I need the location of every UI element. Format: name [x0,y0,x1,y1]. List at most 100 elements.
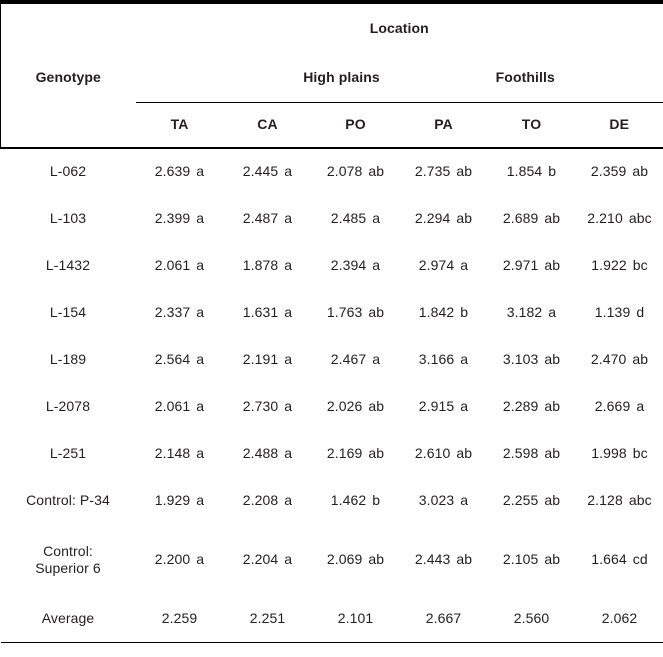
cell-value: 2.598 ab [502,444,561,461]
cell-value: 2.069 ab [326,551,385,568]
cell-value: 2.639 a [154,163,205,180]
cell-value: 2.689 ab [502,209,561,226]
cell-value: 2.251 [223,596,312,643]
genotype-location-table: Location Genotype High plains Foothills … [0,0,663,643]
genotype-header: Genotype [0,54,136,102]
row-label: L-154 [49,303,87,320]
table-row: L-103 2.399 a 2.487 a 2.485 a 2.294 ab 2… [1,195,663,242]
cell-value: 2.204 a [242,551,293,568]
header-row-groups: Genotype High plains Foothills [0,54,663,103]
row-label: L-062 [49,163,87,180]
cell-value: 2.669 a [594,397,645,414]
cell-value: 2.191 a [242,350,293,367]
col-header-pa: PA [399,102,488,149]
cell-value: 2.730 a [242,397,293,414]
cell-value: 2.399 a [154,209,205,226]
cell-value: 1.922 bc [591,256,648,273]
cell-value: 2.294 ab [414,209,473,226]
row-label: Control: P-34 [26,491,110,508]
table-row: Control: P-34 1.929 a 2.208 a 1.462 b 3.… [1,477,663,524]
cell-value: 3.166 a [418,350,469,367]
blank-header-cell [0,102,136,149]
row-label: L-2078 [45,397,91,414]
cell-value: 2.169 ab [326,444,385,461]
cell-value: 2.610 ab [414,444,473,461]
cell-value: 2.148 a [154,444,205,461]
cell-value: 2.128 abc [587,491,652,508]
cell-value: 2.208 a [242,491,293,508]
cell-value: 2.026 ab [326,397,385,414]
row-label: Control: Superior 6 [1,524,136,596]
location-header: Location [135,0,663,54]
col-header-ca: CA [223,102,312,149]
table-row: L-2078 2.061 a 2.730 a 2.026 ab 2.915 a … [1,383,663,430]
cell-value: 1.631 a [242,303,293,320]
cell-value: 2.200 a [154,551,205,568]
cell-value: 2.488 a [242,444,293,461]
cell-value: 1.929 a [154,491,205,508]
header-row-columns: TA CA PO PA TO DE [0,102,663,149]
col-header-ta: TA [135,102,224,149]
table-row: L-062 2.639 a 2.445 a 2.078 ab 2.735 ab … [1,148,663,195]
cell-value: 1.878 a [242,256,293,273]
cell-value: 2.289 ab [502,397,561,414]
cell-value: 2.105 ab [502,551,561,568]
cell-value: 2.061 a [154,256,205,273]
cell-value: 2.101 [311,596,400,643]
cell-value: 2.735 ab [414,163,473,180]
cell-value: 2.062 [575,596,663,643]
cell-value: 2.210 abc [587,209,652,226]
corner-cell [0,0,136,54]
cell-value: 2.445 a [242,163,293,180]
cell-value: 1.998 bc [591,444,648,461]
table-row: Control: Superior 6 2.200 a 2.204 a 2.06… [1,524,663,596]
cell-value: 1.139 d [594,303,645,320]
group-label-high-plains: High plains [303,69,380,85]
group-header-foothills: Foothills [487,54,663,103]
cell-value: 2.259 [135,596,224,643]
table-row: L-1432 2.061 a 1.878 a 2.394 a 2.974 a 2… [1,242,663,289]
cell-value: 2.359 ab [590,163,649,180]
cell-value: 2.667 [399,596,488,643]
cell-value: 2.061 a [154,397,205,414]
cell-value: 2.560 [487,596,576,643]
row-label: L-1432 [45,256,91,273]
col-header-de: DE [575,102,663,149]
cell-value: 2.443 ab [414,551,473,568]
row-label: L-251 [49,444,87,461]
table-row: L-154 2.337 a 1.631 a 1.763 ab 1.842 b 3… [1,289,663,336]
col-header-to: TO [487,102,576,149]
cell-value: 2.255 ab [502,491,561,508]
cell-value: 2.487 a [242,209,293,226]
table-row-average: Average 2.259 2.251 2.101 2.667 2.560 2.… [0,596,663,643]
cell-value: 2.078 ab [326,163,385,180]
cell-value: 1.462 b [330,491,381,508]
row-label: L-103 [49,209,87,226]
header-row-location: Location [0,0,663,54]
cell-value: 1.842 b [418,303,469,320]
row-label: Average [0,596,136,643]
group-header-high-plains: High plains [135,54,488,103]
cell-value: 2.337 a [154,303,205,320]
cell-value: 2.485 a [330,209,381,226]
cell-value: 3.023 a [418,491,469,508]
cell-value: 2.564 a [154,350,205,367]
row-label-line-1: Control: [43,542,93,559]
row-label: L-189 [49,350,87,367]
col-header-po: PO [311,102,400,149]
cell-value: 2.915 a [418,397,469,414]
cell-value: 2.974 a [418,256,469,273]
cell-value: 1.763 ab [326,303,385,320]
cell-value: 2.971 ab [502,256,561,273]
cell-value: 2.470 ab [590,350,649,367]
table-row: L-251 2.148 a 2.488 a 2.169 ab 2.610 ab … [1,430,663,477]
group-label-foothills: Foothills [495,69,555,85]
cell-value: 2.467 a [330,350,381,367]
cell-value: 3.103 ab [502,350,561,367]
cell-value: 2.394 a [330,256,381,273]
table-row: L-189 2.564 a 2.191 a 2.467 a 3.166 a 3.… [1,336,663,383]
row-label-line-2: Superior 6 [35,560,101,576]
cell-value: 3.182 a [506,303,557,320]
cell-value: 1.854 b [506,163,557,180]
